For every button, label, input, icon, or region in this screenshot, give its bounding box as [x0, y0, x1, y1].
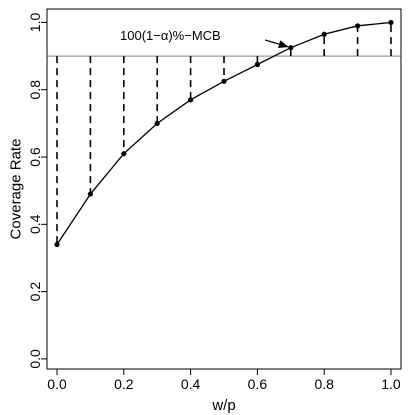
y-tick-label: 0.0 — [27, 349, 43, 369]
data-point — [154, 120, 160, 126]
data-point — [54, 241, 60, 248]
data-point — [354, 23, 361, 29]
x-tick-label: 0.2 — [114, 376, 134, 392]
x-tick-label: 0.4 — [181, 376, 201, 392]
data-point — [221, 78, 227, 84]
y-axis-label: Coverage Rate — [8, 139, 25, 240]
y-tick-label: 0.8 — [27, 80, 43, 100]
data-point — [121, 151, 127, 157]
y-tick-label: 0.6 — [27, 147, 43, 167]
y-tick-label: 1.0 — [27, 13, 43, 33]
mcb-annotation-label: 100(1−α)%−MCB — [120, 28, 221, 43]
mcb-annotation-arrow — [264, 39, 289, 48]
x-tick-label: 0.6 — [248, 376, 268, 392]
mcb-annotation: 100(1−α)%−MCB — [120, 28, 289, 48]
data-point — [388, 19, 394, 26]
y-tick-label: 0.2 — [27, 282, 43, 302]
data-point — [254, 61, 260, 68]
data-point — [288, 45, 294, 51]
data-point — [321, 31, 327, 37]
data-series — [54, 19, 394, 248]
data-point — [188, 97, 194, 103]
y-tick-label: 0.4 — [27, 214, 43, 234]
x-tick-label: 0.0 — [47, 376, 67, 392]
x-tick-label: 1.0 — [381, 376, 401, 392]
drop-lines — [56, 22, 392, 245]
x-tick-label: 0.8 — [314, 376, 334, 392]
axes: 0.0 0.2 0.4 0.6 0.8 1.0 0.0 0.2 0.4 0.6 0.8 1.0 — [27, 13, 401, 392]
x-axis-label: w/p — [211, 397, 235, 414]
data-point — [87, 191, 94, 197]
